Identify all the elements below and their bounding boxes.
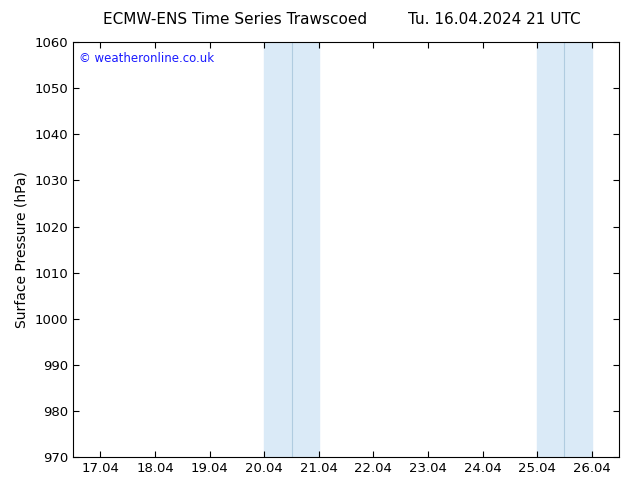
Text: ECMW-ENS Time Series Trawscoed: ECMW-ENS Time Series Trawscoed [103, 12, 366, 27]
Bar [537, 42, 592, 457]
Y-axis label: Surface Pressure (hPa): Surface Pressure (hPa) [15, 171, 29, 328]
Bar [264, 42, 319, 457]
Text: Tu. 16.04.2024 21 UTC: Tu. 16.04.2024 21 UTC [408, 12, 581, 27]
Text: © weatheronline.co.uk: © weatheronline.co.uk [79, 52, 214, 66]
